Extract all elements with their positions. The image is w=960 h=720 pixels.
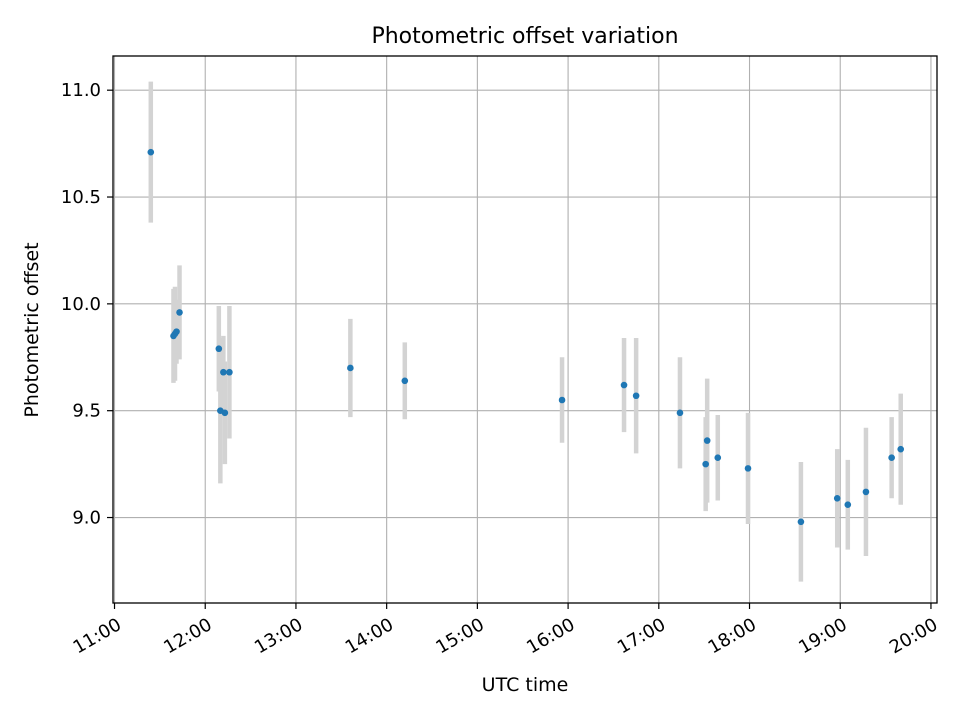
data-point bbox=[833, 495, 841, 502]
data-point bbox=[744, 465, 752, 472]
y-tick-label: 9.0 bbox=[72, 508, 101, 529]
data-point bbox=[173, 328, 180, 335]
x-tick-label: 14:00 bbox=[342, 614, 397, 658]
x-tick-label: 15:00 bbox=[432, 614, 487, 658]
data-point bbox=[220, 368, 227, 376]
chart-title: Photometric offset variation bbox=[371, 24, 678, 49]
data-point bbox=[862, 488, 870, 496]
data-point bbox=[347, 364, 354, 372]
x-tick-label: 19:00 bbox=[795, 614, 850, 658]
data-points bbox=[147, 148, 905, 526]
y-tick-label: 11.0 bbox=[61, 80, 101, 101]
data-point bbox=[620, 381, 628, 389]
x-tick-label: 18:00 bbox=[705, 614, 760, 658]
data-point bbox=[558, 396, 566, 404]
x-tick-label: 11:00 bbox=[70, 614, 125, 658]
x-tick-label: 17:00 bbox=[614, 614, 669, 658]
data-point bbox=[215, 345, 223, 353]
data-point bbox=[714, 454, 722, 462]
x-tick-label: 16:00 bbox=[523, 614, 578, 658]
data-point bbox=[176, 309, 183, 316]
x-tick-label: 12:00 bbox=[160, 614, 215, 658]
data-point bbox=[797, 518, 805, 526]
data-point bbox=[147, 148, 155, 156]
x-tick-label: 13:00 bbox=[251, 614, 306, 658]
x-tick-label: 20:00 bbox=[886, 614, 941, 658]
data-point bbox=[703, 437, 711, 444]
data-point bbox=[844, 501, 852, 509]
x-axis-label: UTC time bbox=[482, 674, 569, 696]
y-axis-label: Photometric offset bbox=[21, 242, 43, 417]
grid bbox=[113, 56, 937, 603]
error-bars bbox=[148, 81, 903, 582]
data-point bbox=[221, 409, 229, 417]
data-point bbox=[897, 445, 905, 453]
x-axis-ticks: 11:00 12:00 13:00 14:00 15:00 16:00 17:00 18:00… bbox=[70, 603, 941, 658]
data-point bbox=[888, 454, 895, 462]
data-point bbox=[401, 377, 409, 385]
plot-area-frame bbox=[112, 55, 938, 604]
data-point bbox=[676, 409, 684, 417]
y-axis-ticks: 9.0 9.5 10.0 10.5 11.0 bbox=[61, 80, 113, 529]
data-point bbox=[226, 368, 233, 376]
y-tick-label: 9.5 bbox=[72, 401, 101, 422]
data-point bbox=[632, 392, 640, 400]
y-tick-label: 10.5 bbox=[61, 187, 101, 208]
y-tick-label: 10.0 bbox=[61, 294, 101, 315]
data-point bbox=[702, 460, 709, 468]
